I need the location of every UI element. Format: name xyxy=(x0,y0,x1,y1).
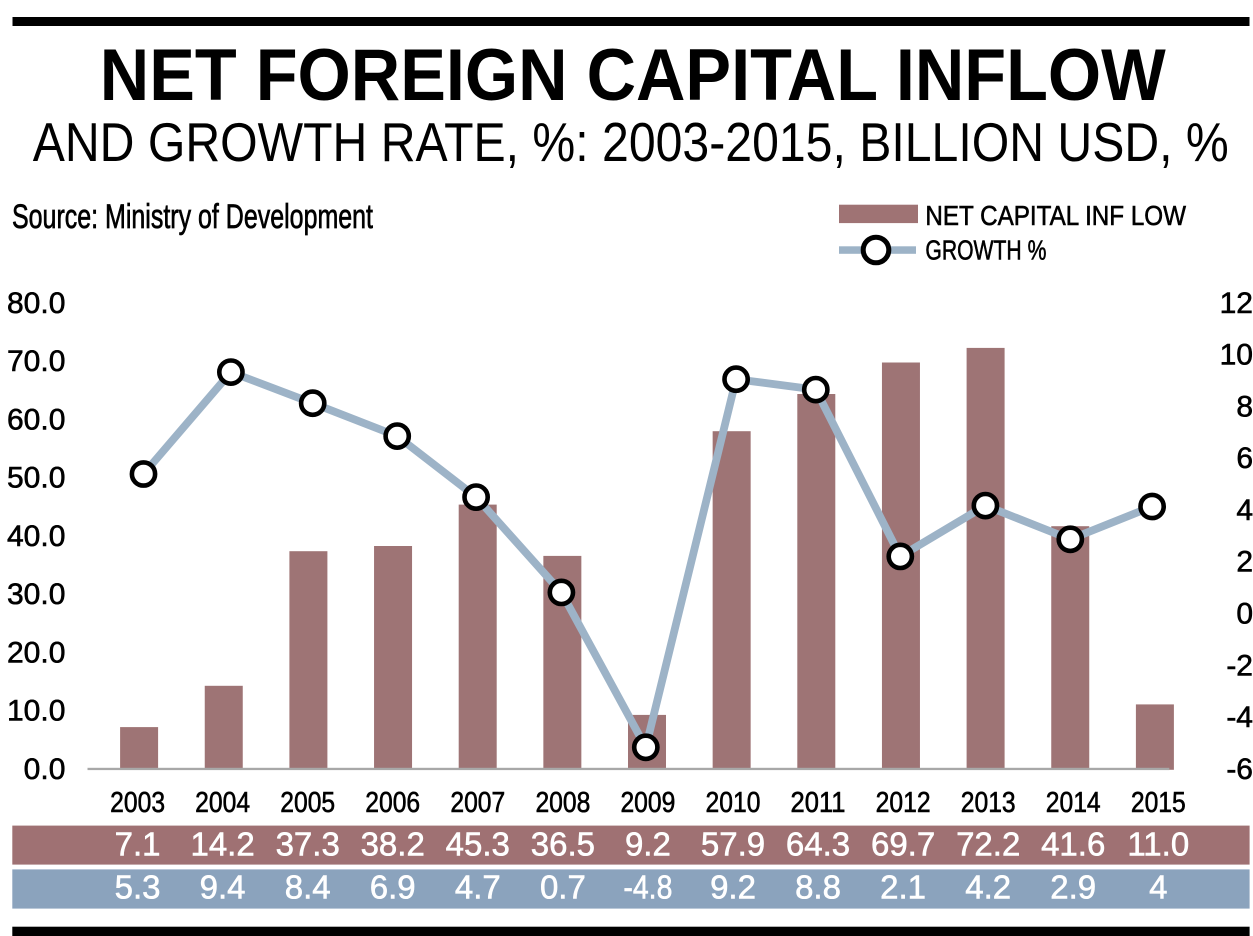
svg-text:-2: -2 xyxy=(1226,649,1253,682)
svg-text:10: 10 xyxy=(1220,339,1253,372)
svg-text:4.2: 4.2 xyxy=(965,869,1011,906)
svg-text:10.0: 10.0 xyxy=(7,695,65,728)
svg-text:60.0: 60.0 xyxy=(7,403,65,436)
svg-text:2.1: 2.1 xyxy=(880,869,926,906)
svg-text:2009: 2009 xyxy=(620,787,675,819)
svg-text:5.3: 5.3 xyxy=(115,869,161,906)
svg-text:8: 8 xyxy=(1236,390,1253,423)
svg-text:36.5: 36.5 xyxy=(531,825,595,862)
svg-text:6.9: 6.9 xyxy=(370,869,416,906)
svg-text:9.4: 9.4 xyxy=(200,869,246,906)
svg-text:14.2: 14.2 xyxy=(190,825,254,862)
svg-text:0: 0 xyxy=(1236,598,1253,631)
svg-text:2005: 2005 xyxy=(280,787,335,819)
svg-text:30.0: 30.0 xyxy=(7,578,65,611)
svg-text:57.9: 57.9 xyxy=(701,825,765,862)
svg-text:41.6: 41.6 xyxy=(1041,825,1105,862)
svg-text:7.1: 7.1 xyxy=(115,825,161,862)
svg-text:4.7: 4.7 xyxy=(455,869,501,906)
svg-text:70.0: 70.0 xyxy=(7,345,65,378)
svg-text:2006: 2006 xyxy=(365,787,420,819)
svg-text:2013: 2013 xyxy=(961,787,1016,819)
svg-text:2: 2 xyxy=(1236,546,1253,579)
svg-text:37.3: 37.3 xyxy=(276,825,340,862)
svg-text:2012: 2012 xyxy=(876,787,931,819)
svg-text:6: 6 xyxy=(1236,442,1253,475)
svg-text:2014: 2014 xyxy=(1046,787,1101,819)
svg-text:-4.8: -4.8 xyxy=(623,869,672,906)
svg-text:40.0: 40.0 xyxy=(7,520,65,553)
svg-text:2011: 2011 xyxy=(791,787,846,819)
svg-text:NET CAPITAL INF LOW: NET CAPITAL INF LOW xyxy=(925,200,1186,231)
svg-text:64.3: 64.3 xyxy=(786,825,850,862)
svg-text:2004: 2004 xyxy=(195,787,250,819)
svg-text:-4: -4 xyxy=(1226,701,1253,734)
svg-text:2007: 2007 xyxy=(450,787,505,819)
svg-text:9.2: 9.2 xyxy=(625,825,671,862)
svg-text:12: 12 xyxy=(1220,287,1253,320)
svg-text:80.0: 80.0 xyxy=(7,287,65,320)
svg-text:69.7: 69.7 xyxy=(871,825,935,862)
svg-text:0.7: 0.7 xyxy=(540,869,586,906)
svg-text:72.2: 72.2 xyxy=(956,825,1020,862)
svg-text:0.0: 0.0 xyxy=(24,753,66,786)
svg-text:2015: 2015 xyxy=(1131,787,1186,819)
svg-text:11.0: 11.0 xyxy=(1127,825,1189,862)
svg-text:4: 4 xyxy=(1149,869,1167,906)
svg-text:Source: Ministry of Developmen: Source: Ministry of Development xyxy=(12,198,373,236)
svg-text:2003: 2003 xyxy=(110,787,165,819)
svg-text:2008: 2008 xyxy=(535,787,590,819)
svg-text:-6: -6 xyxy=(1226,753,1253,786)
svg-text:4: 4 xyxy=(1236,494,1253,527)
svg-text:AND GROWTH RATE, %: 2003-2015,: AND GROWTH RATE, %: 2003-2015, BILLION U… xyxy=(33,111,1229,173)
svg-text:GROWTH %: GROWTH % xyxy=(925,235,1046,266)
svg-text:2010: 2010 xyxy=(706,787,761,819)
svg-text:20.0: 20.0 xyxy=(7,636,65,669)
svg-text:50.0: 50.0 xyxy=(7,462,65,495)
svg-text:2.9: 2.9 xyxy=(1050,869,1096,906)
svg-text:38.2: 38.2 xyxy=(361,825,425,862)
svg-text:8.8: 8.8 xyxy=(795,869,841,906)
svg-text:9.2: 9.2 xyxy=(710,869,756,906)
svg-text:NET FOREIGN CAPITAL INFLOW: NET FOREIGN CAPITAL INFLOW xyxy=(100,35,1166,116)
svg-text:8.4: 8.4 xyxy=(285,869,331,906)
svg-text:45.3: 45.3 xyxy=(446,825,510,862)
